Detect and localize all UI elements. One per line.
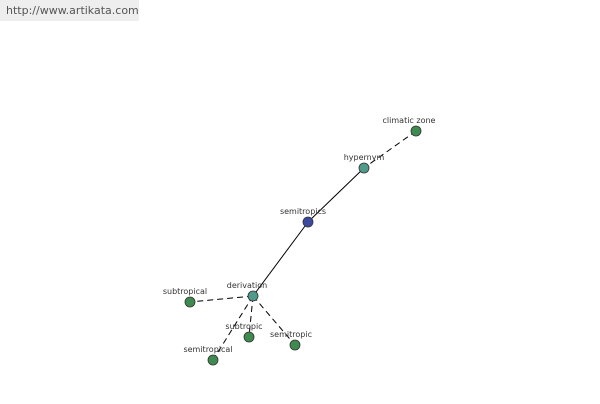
node[interactable] bbox=[243, 331, 255, 343]
node-label: derivation bbox=[227, 281, 267, 290]
node-label: hypernym bbox=[344, 153, 385, 162]
edge bbox=[212, 295, 254, 361]
node-label: subtropical bbox=[163, 287, 207, 296]
node[interactable] bbox=[289, 339, 301, 351]
edge bbox=[307, 167, 365, 223]
node[interactable] bbox=[207, 354, 219, 366]
node-label: semitropical bbox=[183, 345, 232, 354]
node[interactable] bbox=[247, 290, 259, 302]
node[interactable] bbox=[302, 216, 314, 228]
node-label: subtropic bbox=[225, 322, 262, 331]
edge bbox=[189, 295, 254, 303]
edge bbox=[248, 295, 254, 338]
node[interactable] bbox=[358, 162, 370, 174]
node[interactable] bbox=[410, 125, 422, 137]
node-label: climatic zone bbox=[383, 116, 436, 125]
node-label: semitropic bbox=[270, 330, 312, 339]
node-label: semitropics bbox=[280, 207, 326, 216]
edge bbox=[363, 130, 417, 169]
edge bbox=[252, 295, 296, 346]
node[interactable] bbox=[184, 296, 196, 308]
site-url[interactable]: http://www.artikata.com bbox=[0, 0, 139, 21]
edge bbox=[252, 221, 309, 297]
